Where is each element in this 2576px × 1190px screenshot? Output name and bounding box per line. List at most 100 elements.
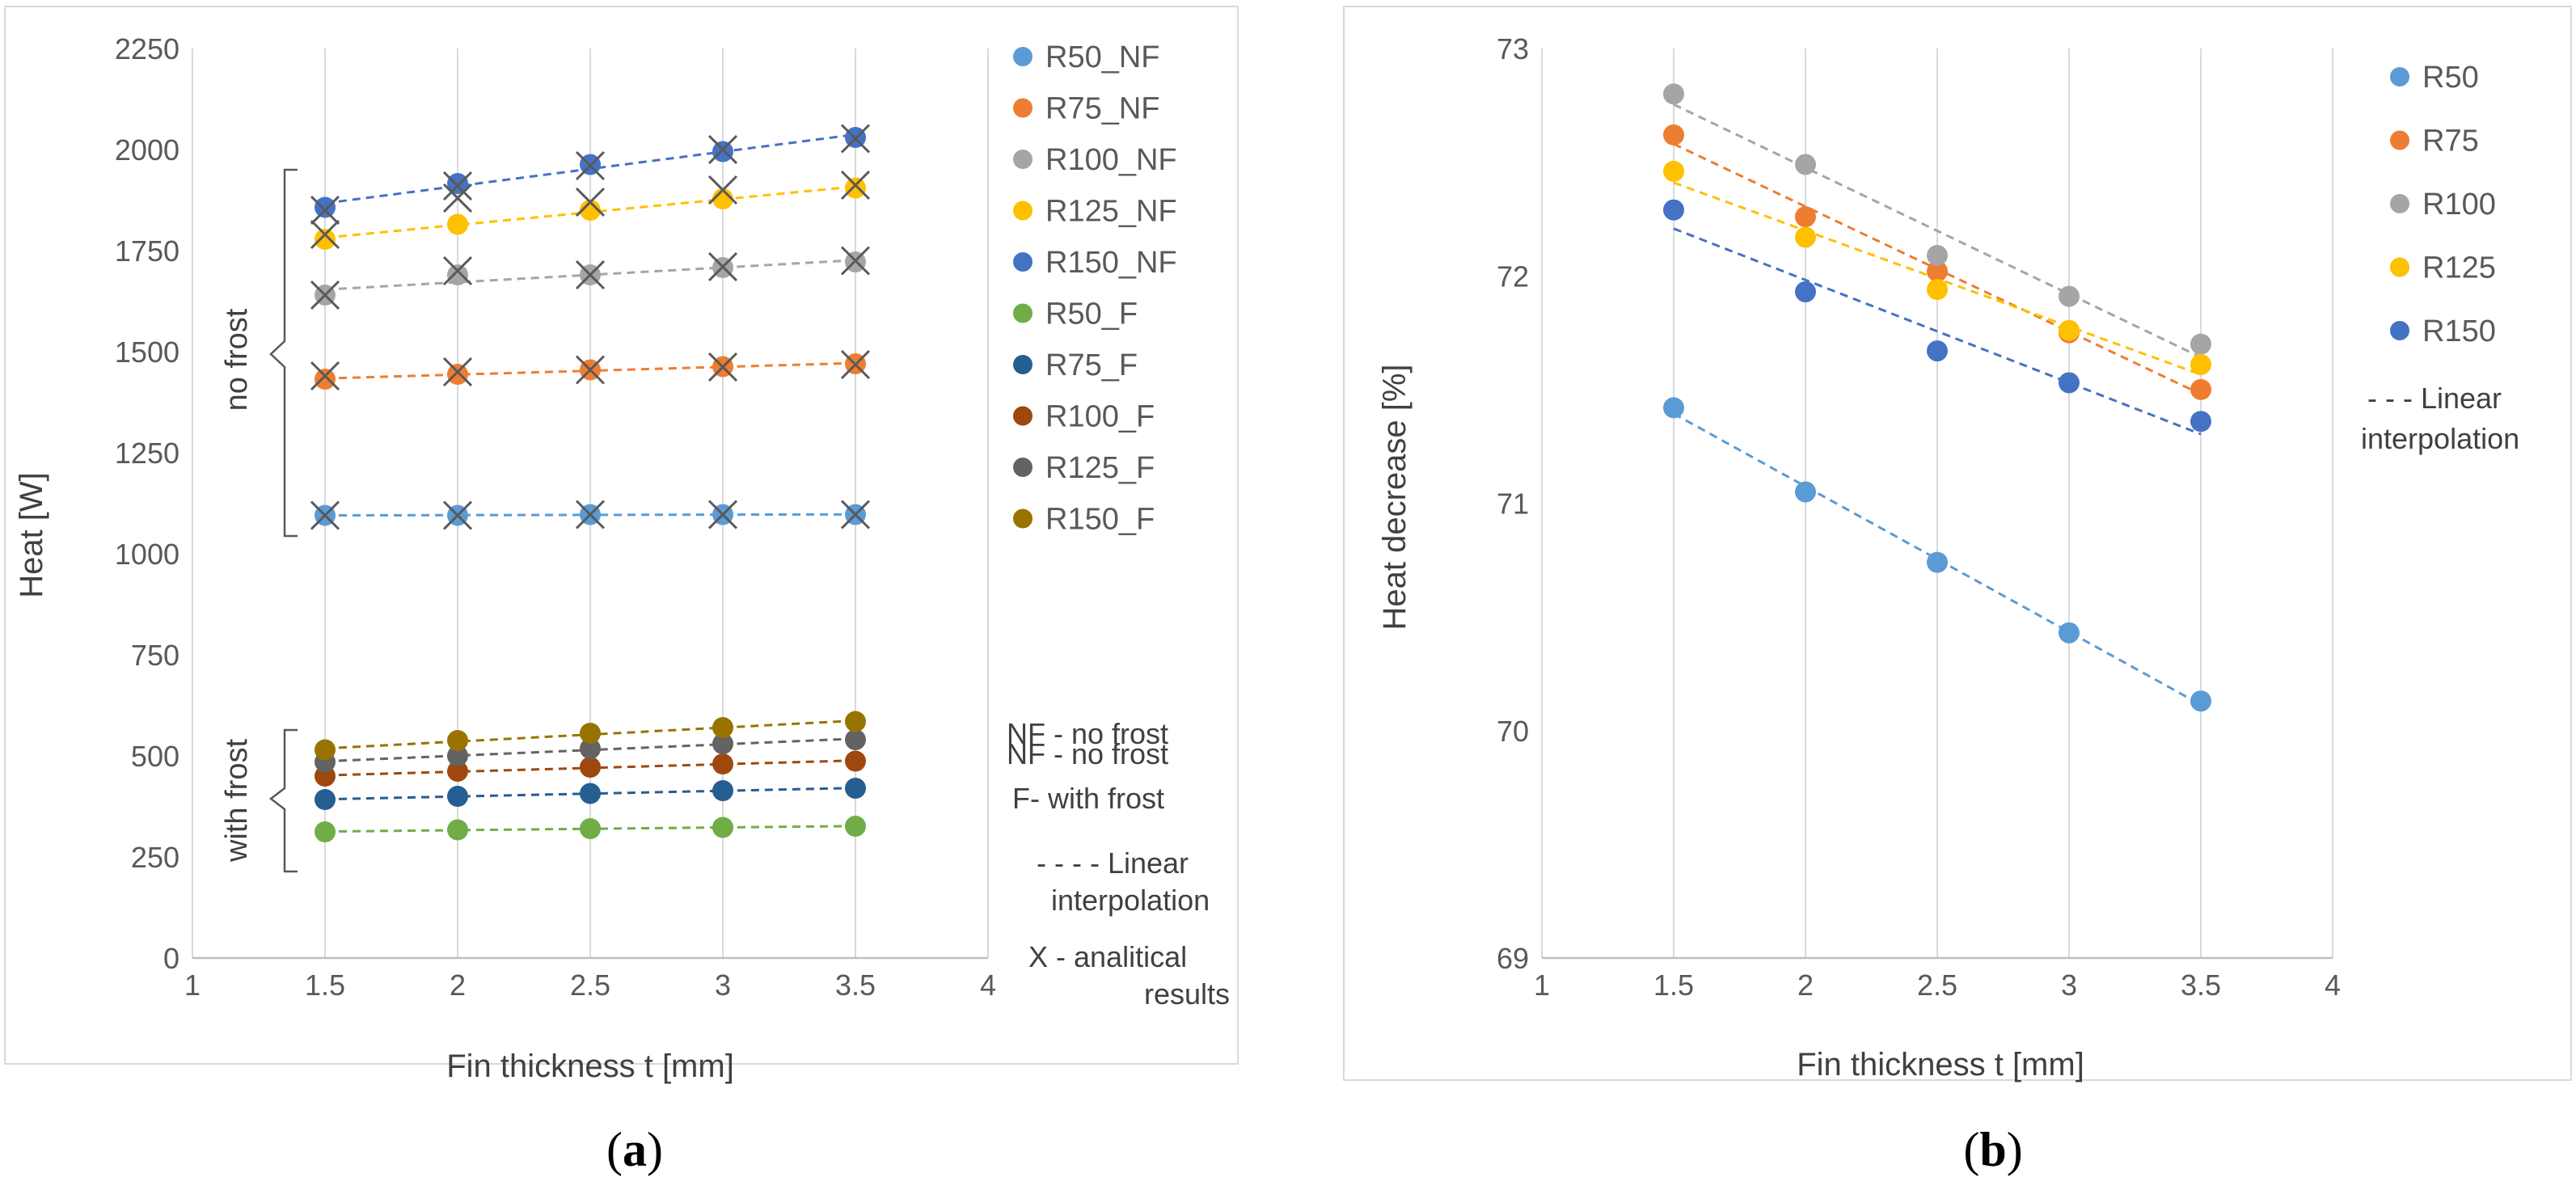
- chart-b-legend-marker-r125: [2390, 257, 2409, 277]
- chart-a-y-tick-750: 750: [131, 639, 179, 672]
- chart-a-legend-marker-r150-nf: [1013, 252, 1033, 272]
- chart-b-trend-r50: [1673, 412, 2202, 707]
- chart-b-legend-label-r75: R75: [2422, 124, 2479, 158]
- chart-a-analytical-x-r75-nf-2: [575, 355, 606, 385]
- chart-a-legend-label-r50-nf: R50_NF: [1045, 40, 1160, 74]
- chart-a-point-r50-f-2: [580, 818, 601, 839]
- chart-a-analytical-x-r100-nf-1: [442, 255, 473, 286]
- chart-b-x-tick-4: 4: [2325, 968, 2341, 1002]
- chart-a-point-r150-nf-3: [712, 141, 733, 162]
- caption-a: (a): [606, 1123, 663, 1176]
- chart-a-legend-note-1: F- with frost: [1012, 782, 1164, 815]
- chart-a-analytical-x-r150-nf-4: [840, 124, 871, 154]
- chart-a-analytical-x-r100-nf-4: [840, 246, 871, 276]
- with-frost-brace: [268, 728, 298, 873]
- chart-b-legend-label-r50: R50: [2422, 61, 2479, 95]
- chart-a-point-r100-f-2: [580, 757, 601, 778]
- chart-b-legend-marker-r150: [2390, 321, 2409, 340]
- chart-a-y-tick-0: 0: [163, 942, 179, 975]
- chart-a-x-tick-4: 4: [980, 968, 996, 1002]
- chart-a-point-r125-nf-0: [315, 229, 336, 250]
- chart-a-analytical-x-r125-nf-1: [442, 183, 473, 213]
- chart-b-x-tick-1: 1: [1534, 968, 1550, 1002]
- chart-a-point-r75-nf-0: [315, 369, 336, 390]
- chart-a-point-r125-f-1: [447, 745, 468, 766]
- chart-a-point-r50-f-0: [315, 821, 336, 842]
- no-frost-label: no frost: [220, 308, 254, 411]
- chart-a-point-r150-f-1: [447, 730, 468, 751]
- caption-b-letter: b: [1979, 1123, 2006, 1176]
- chart-a-point-r125-nf-2: [580, 200, 601, 221]
- chart-b-y-tick-72: 72: [1497, 260, 1529, 293]
- panel-b-frame: [1343, 6, 2572, 1081]
- chart-b-y-tick-69: 69: [1497, 942, 1529, 975]
- chart-a-y-tick-2000: 2000: [115, 133, 179, 167]
- chart-a-point-r125-nf-4: [845, 177, 866, 199]
- chart-a-legend-label-r100-f: R100_F: [1045, 400, 1155, 434]
- chart-a-point-r150-f-3: [712, 717, 733, 738]
- chart-a-point-r50-f-1: [447, 819, 468, 841]
- chart-b-point-r75-4: [2190, 378, 2211, 400]
- chart-b-legend-note-0: - - - Linear: [2367, 382, 2502, 415]
- chart-a-x-tick-2: 2: [450, 968, 466, 1002]
- chart-a-legend-note-0: NF - no frost: [1007, 717, 1168, 750]
- chart-a-legend-marker-r50-nf: [1013, 47, 1033, 66]
- chart-a-legend-marker-r100-f: [1013, 406, 1033, 426]
- chart-a-point-r75-f-4: [845, 778, 866, 799]
- chart-b-point-r150-3: [2059, 372, 2080, 394]
- chart-b-point-r125-1: [1795, 226, 1816, 248]
- chart-a-analytical-x-r100-nf-0: [310, 280, 340, 310]
- chart-a-analytical-x-r150-nf-0: [310, 195, 340, 226]
- chart-a-legend-label-r75-nf: R75_NF: [1045, 92, 1160, 126]
- chart-b-point-r50-2: [1927, 551, 1948, 573]
- chart-a-legend-marker-r100-nf: [1013, 150, 1033, 169]
- no-frost-brace: [269, 168, 298, 538]
- chart-a-x-axis-title: Fin thickness t [mm]: [446, 1049, 734, 1084]
- chart-a-y-tick-1250: 1250: [115, 437, 179, 470]
- chart-a-legend-marker-r125-f: [1013, 458, 1033, 477]
- chart-a-analytical-x-r50-nf-0: [310, 500, 340, 530]
- chart-a-x-tick-1: 1: [184, 968, 201, 1002]
- chart-b-point-r100-4: [2190, 333, 2211, 355]
- chart-b-point-r100-2: [1927, 244, 1948, 266]
- chart-a-point-r150-f-0: [315, 739, 336, 761]
- chart-a-point-r150-nf-0: [315, 196, 336, 218]
- chart-a-x-tick-1-5: 1.5: [305, 968, 345, 1002]
- chart-a-legend-label-r125-nf: R125_NF: [1045, 195, 1177, 229]
- chart-b-x-tick-2-5: 2.5: [1917, 968, 1957, 1002]
- chart-a-analytical-x-r75-nf-1: [442, 357, 473, 387]
- chart-b-legend-marker-r100: [2390, 194, 2409, 213]
- chart-a-analytical-x-r125-nf-2: [575, 187, 606, 217]
- chart-a-point-r75-f-2: [580, 783, 601, 804]
- chart-a-legend-label-r150-nf: R150_NF: [1045, 246, 1177, 280]
- chart-a-point-r100-f-1: [447, 761, 468, 782]
- chart-b-legend-marker-r75: [2390, 130, 2409, 150]
- chart-a-point-r125-f-2: [580, 738, 601, 759]
- chart-b-legend-label-r125: R125: [2422, 251, 2496, 285]
- chart-a-analytical-x-r100-nf-3: [707, 251, 738, 282]
- chart-a-y-tick-250: 250: [131, 841, 179, 874]
- chart-a-legend-marker-r75-f: [1013, 355, 1033, 374]
- chart-a-legend-marker-r150-f: [1013, 508, 1033, 529]
- chart-b-y-tick-73: 73: [1497, 32, 1529, 65]
- chart-a-legend-note-5: results: [1144, 977, 1230, 1011]
- chart-a-analytical-x-r75-nf-4: [840, 349, 871, 380]
- chart-a-legend-note-4: X - analitical: [1028, 940, 1187, 973]
- chart-b-x-tick-3-5: 3.5: [2181, 968, 2221, 1002]
- chart-b-y-axis-title: Heat decrease [%]: [1377, 364, 1413, 630]
- chart-a-analytical-x-r150-nf-3: [707, 134, 738, 165]
- chart-a-point-r125-nf-1: [447, 213, 468, 235]
- chart-a-legend-note-2: - - - - Linear: [1037, 846, 1189, 880]
- chart-a-analytical-x-r50-nf-1: [442, 500, 473, 530]
- caption-b: (b): [1963, 1123, 2022, 1176]
- chart-a-point-r150-f-2: [580, 723, 601, 744]
- chart-a-analytical-x-r150-nf-1: [442, 171, 473, 201]
- chart-b-legend-label-r150: R150: [2422, 314, 2496, 348]
- chart-b-point-r50-4: [2190, 690, 2211, 712]
- chart-b-legend-marker-r50: [2390, 67, 2409, 87]
- chart-a-x-tick-2-5: 2.5: [570, 968, 610, 1002]
- chart-b-trend-r100: [1673, 103, 2202, 359]
- chart-a-legend-marker-r50-f: [1013, 303, 1033, 323]
- chart-a-point-r50-f-4: [845, 816, 866, 837]
